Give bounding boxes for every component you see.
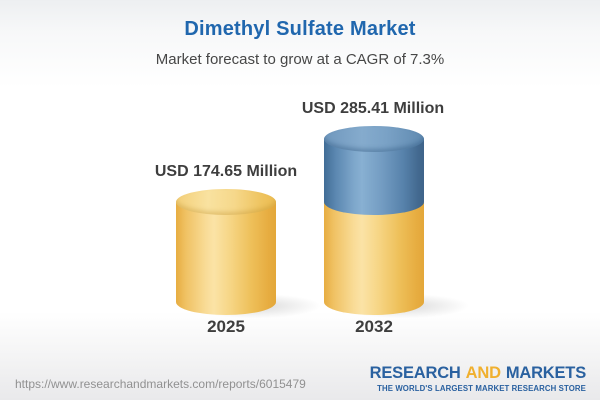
bar-2025-body <box>176 202 276 315</box>
bar-2025-cap <box>176 189 276 215</box>
logo-tagline: THE WORLD'S LARGEST MARKET RESEARCH STOR… <box>377 383 586 393</box>
logo-and: AND <box>465 364 501 382</box>
logo-wordmark: RESEARCH AND MARKETS <box>369 364 587 382</box>
page-title: Dimethyl Sulfate Market <box>184 18 416 40</box>
logo-markets: MARKETS <box>505 364 586 382</box>
value-label-2032: USD 285.41 Million <box>301 100 445 117</box>
bar-2032-cap <box>324 126 424 152</box>
report-url: https://www.researchandmarkets.com/repor… <box>15 377 306 391</box>
research-and-markets-logo: RESEARCH AND MARKETS THE WORLD'S LARGEST… <box>369 364 587 393</box>
logo-research: RESEARCH <box>369 364 461 382</box>
category-label-2025: 2025 <box>207 317 245 336</box>
bar-2032-base-segment <box>324 202 424 315</box>
page-subtitle: Market forecast to grow at a CAGR of 7.3… <box>155 51 445 68</box>
category-label-2032: 2032 <box>355 317 393 336</box>
value-label-2025: USD 174.65 Million <box>154 163 298 180</box>
